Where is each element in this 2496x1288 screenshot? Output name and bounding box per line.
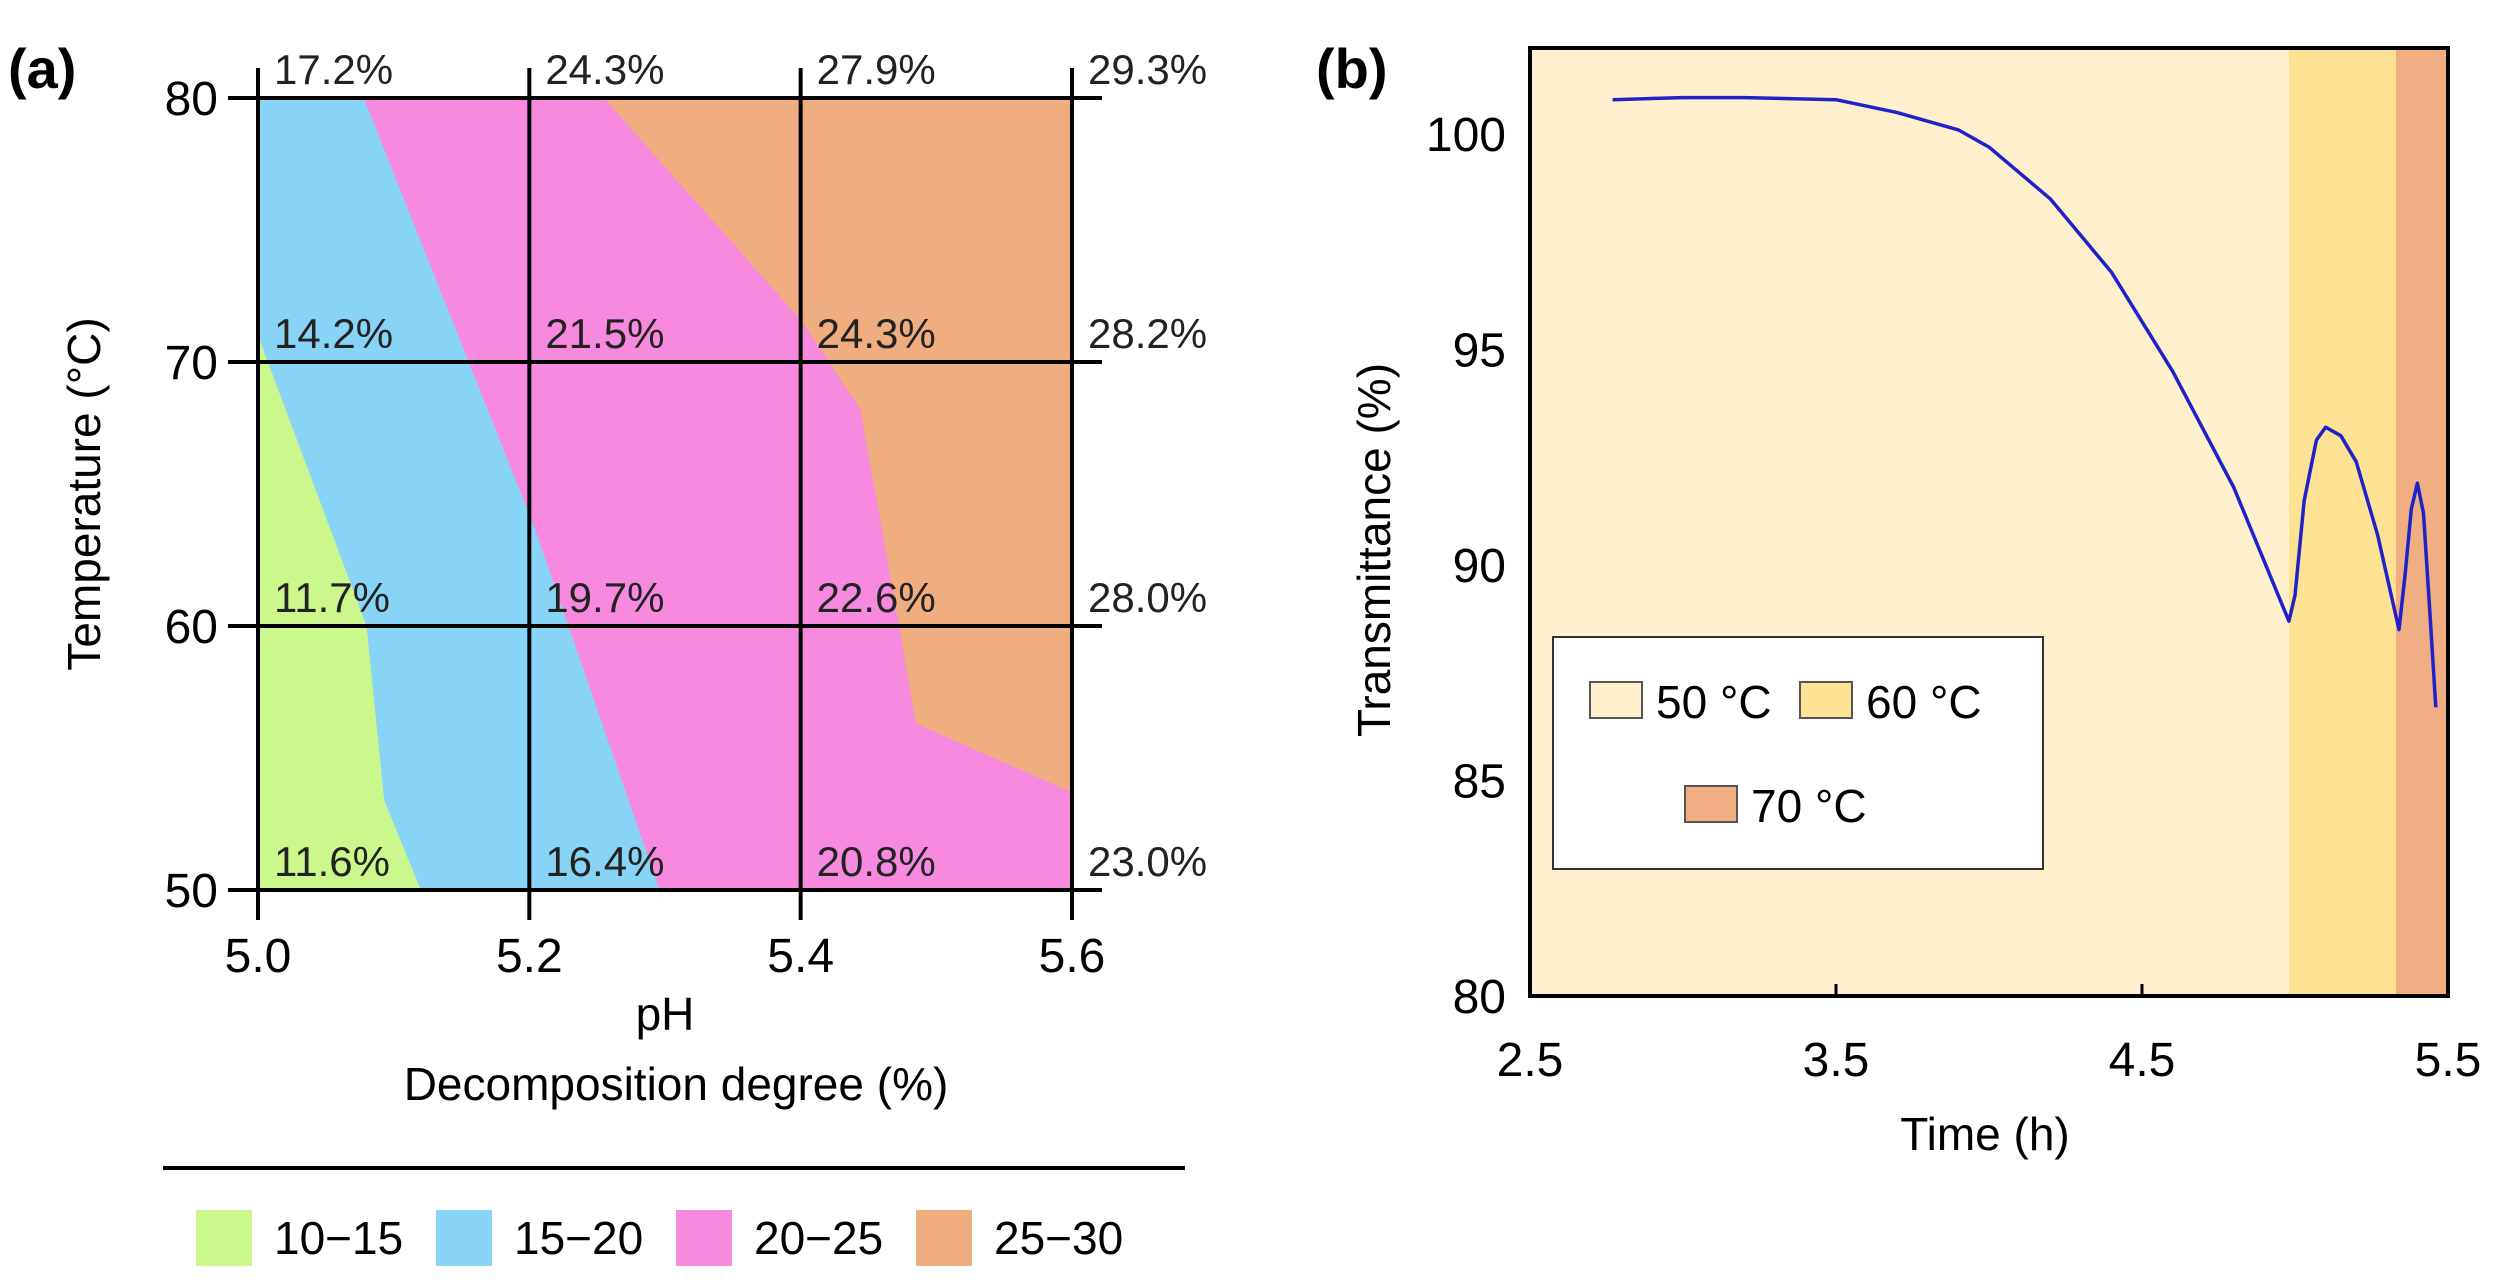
value-labels: 17.2% 24.3% 27.9% 29.3% 14.2% 21.5% 24.3% 28.2%… [274,46,1207,885]
axis-ticks: 2.5 3.5 4.5 5.5 80 85 90 95 100 [1426,109,2481,1087]
y-tick-label: 70 [165,337,218,390]
y-tick-label: 60 [165,601,218,654]
legend-swatch [436,1210,492,1266]
value-label: 21.5% [545,310,664,357]
legend-label: 50 °C [1656,676,1772,728]
value-label: 11.7% [274,574,390,621]
panel-a-label: (a) [8,37,76,100]
y-tick-label: 80 [165,73,218,126]
y-tick-label: 100 [1426,109,1506,162]
value-label: 22.6% [817,574,936,621]
legend-swatch [1589,681,1643,719]
value-label: 28.2% [1088,310,1207,357]
legend-swatch [1799,681,1853,719]
x-tick-label: 5.0 [225,930,292,983]
y-tick-label: 95 [1453,325,1506,378]
legend-box [1552,636,2044,870]
value-label: 14.2% [274,310,393,357]
legend-label: 10−15 [274,1212,403,1264]
legend-label: 60 °C [1866,676,1982,728]
axis-ticks: 5.0 5.2 5.4 5.6 50 60 70 80 [165,73,1106,983]
y-axis-label: Transmittance (%) [1348,363,1400,737]
legend-label: 15−20 [514,1212,643,1264]
panel-b: (b) 2.5 3.5 4.5 5.5 80 85 90 95 100 Time (h) Tra… [1316,37,2481,1160]
region-10-15 [258,335,421,891]
legend-label: 20−25 [754,1212,883,1264]
y-tick-label: 85 [1453,756,1506,809]
y-tick-label: 50 [165,865,218,918]
temperature-span [2288,48,2396,996]
value-label: 28.0% [1088,574,1207,621]
legend-swatch [916,1210,972,1266]
value-label: 16.4% [545,838,664,885]
value-label: 19.7% [545,574,664,621]
value-label: 23.0% [1088,838,1207,885]
legend-label: 25−30 [994,1212,1123,1264]
x-tick-label: 5.5 [2415,1034,2482,1087]
transmittance-line [1612,95,2438,708]
contour-regions [258,98,1072,891]
panel-b-label: (b) [1316,37,1388,100]
value-label: 20.8% [817,838,936,885]
x-tick-label: 3.5 [1803,1034,1870,1087]
x-tick-label: 5.2 [496,930,563,983]
legend-title: Decomposition degree (%) [404,1058,949,1110]
temperature-spans [1530,48,2448,996]
y-axis-label: Temperature (°C) [58,317,110,670]
x-axis-label: Time (h) [1900,1108,2070,1160]
temperature-span [2395,48,2448,996]
x-axis-label: pH [636,988,695,1040]
legend: 10−15 15−20 20−25 25−30 [196,1210,1123,1266]
x-tick-label: 4.5 [2109,1034,2176,1087]
value-label: 27.9% [817,46,936,93]
panel-a: (a) 5.0 5.2 5.4 5.6 50 60 70 80 17.2% 24.3% 27.9%… [8,37,1207,1266]
value-label: 29.3% [1088,46,1207,93]
legend-swatch [1684,785,1738,823]
y-tick-label: 90 [1453,540,1506,593]
plot-frame [1528,46,2450,998]
grid-lines [228,68,1102,920]
value-label: 17.2% [274,46,393,93]
value-label: 11.6% [274,838,390,885]
legend: 50 °C 60 °C 70 °C [1552,636,2044,870]
x-tick-label: 2.5 [1497,1034,1564,1087]
x-tick-label: 5.6 [1039,930,1106,983]
legend-label: 70 °C [1751,780,1867,832]
legend-swatch [196,1210,252,1266]
legend-swatch [676,1210,732,1266]
y-tick-label: 80 [1453,971,1506,1024]
value-label: 24.3% [817,310,936,357]
x-tick-label: 5.4 [767,930,834,983]
value-label: 24.3% [545,46,664,93]
